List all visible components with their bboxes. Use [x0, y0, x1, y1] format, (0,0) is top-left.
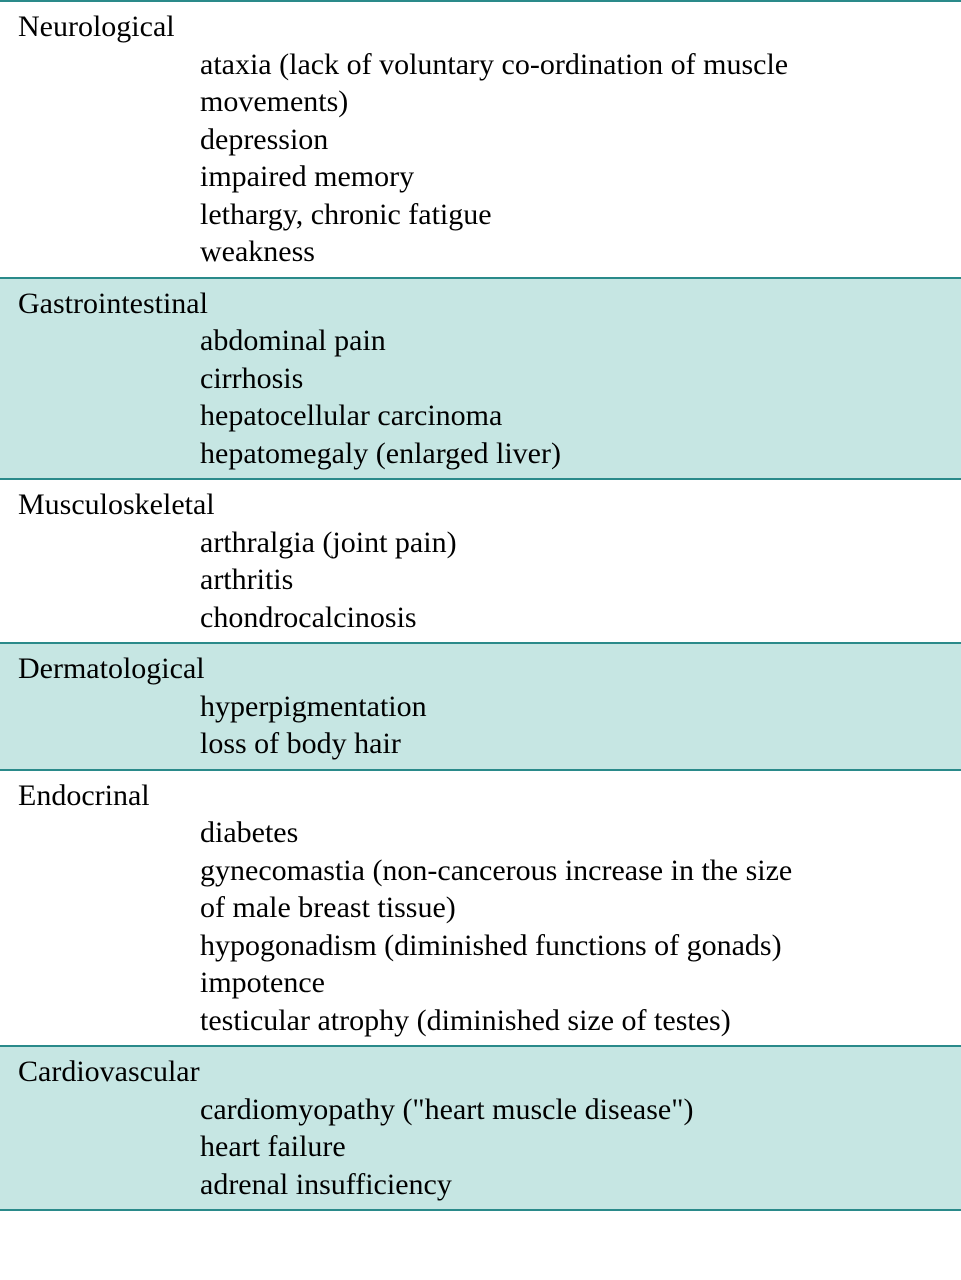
list-item: ataxia (lack of voluntary co-ordination … — [200, 46, 943, 121]
symptom-table: Neurological ataxia (lack of voluntary c… — [0, 0, 961, 1211]
section-musculoskeletal: Musculoskeletal arthralgia (joint pain) … — [0, 480, 961, 644]
item-list: cardiomyopathy ("heart muscle disease") … — [0, 1091, 961, 1204]
section-gastrointestinal: Gastrointestinal abdominal pain cirrhosi… — [0, 279, 961, 481]
list-item: heart failure — [200, 1128, 943, 1166]
list-item: loss of body hair — [200, 725, 943, 763]
list-item: depression — [200, 121, 943, 159]
item-list: abdominal pain cirrhosis hepatocellular … — [0, 322, 961, 472]
section-endocrinal: Endocrinal diabetes gynecomastia (non-ca… — [0, 771, 961, 1048]
list-item: abdominal pain — [200, 322, 943, 360]
item-list: ataxia (lack of voluntary co-ordination … — [0, 46, 961, 271]
list-item: cardiomyopathy ("heart muscle disease") — [200, 1091, 943, 1129]
list-item: impaired memory — [200, 158, 943, 196]
list-item: arthritis — [200, 561, 943, 599]
list-item: diabetes — [200, 814, 943, 852]
list-item: weakness — [200, 233, 943, 271]
list-item: cirrhosis — [200, 360, 943, 398]
section-heading: Dermatological — [0, 650, 961, 688]
list-item: adrenal insufficiency — [200, 1166, 943, 1204]
section-dermatological: Dermatological hyperpigmentation loss of… — [0, 644, 961, 771]
section-cardiovascular: Cardiovascular cardiomyopathy ("heart mu… — [0, 1047, 961, 1211]
item-list: diabetes gynecomastia (non-cancerous inc… — [0, 814, 961, 1039]
list-item: chondrocalcinosis — [200, 599, 943, 637]
item-list: hyperpigmentation loss of body hair — [0, 688, 961, 763]
list-item: lethargy, chronic fatigue — [200, 196, 943, 234]
list-item: of male breast tissue) — [200, 889, 943, 927]
list-item: hepatomegaly (enlarged liver) — [200, 435, 943, 473]
section-heading: Endocrinal — [0, 777, 961, 815]
list-item: gynecomastia (non-cancerous increase in … — [200, 852, 943, 890]
list-item: impotence — [200, 964, 943, 1002]
list-item: testicular atrophy (diminished size of t… — [200, 1002, 943, 1040]
section-heading: Neurological — [0, 8, 961, 46]
list-item: hypogonadism (diminished functions of go… — [200, 927, 943, 965]
list-item: hyperpigmentation — [200, 688, 943, 726]
section-heading: Cardiovascular — [0, 1053, 961, 1091]
section-heading: Gastrointestinal — [0, 285, 961, 323]
list-item: arthralgia (joint pain) — [200, 524, 943, 562]
item-list: arthralgia (joint pain) arthritis chondr… — [0, 524, 961, 637]
section-neurological: Neurological ataxia (lack of voluntary c… — [0, 2, 961, 279]
section-heading: Musculoskeletal — [0, 486, 961, 524]
list-item: hepatocellular carcinoma — [200, 397, 943, 435]
